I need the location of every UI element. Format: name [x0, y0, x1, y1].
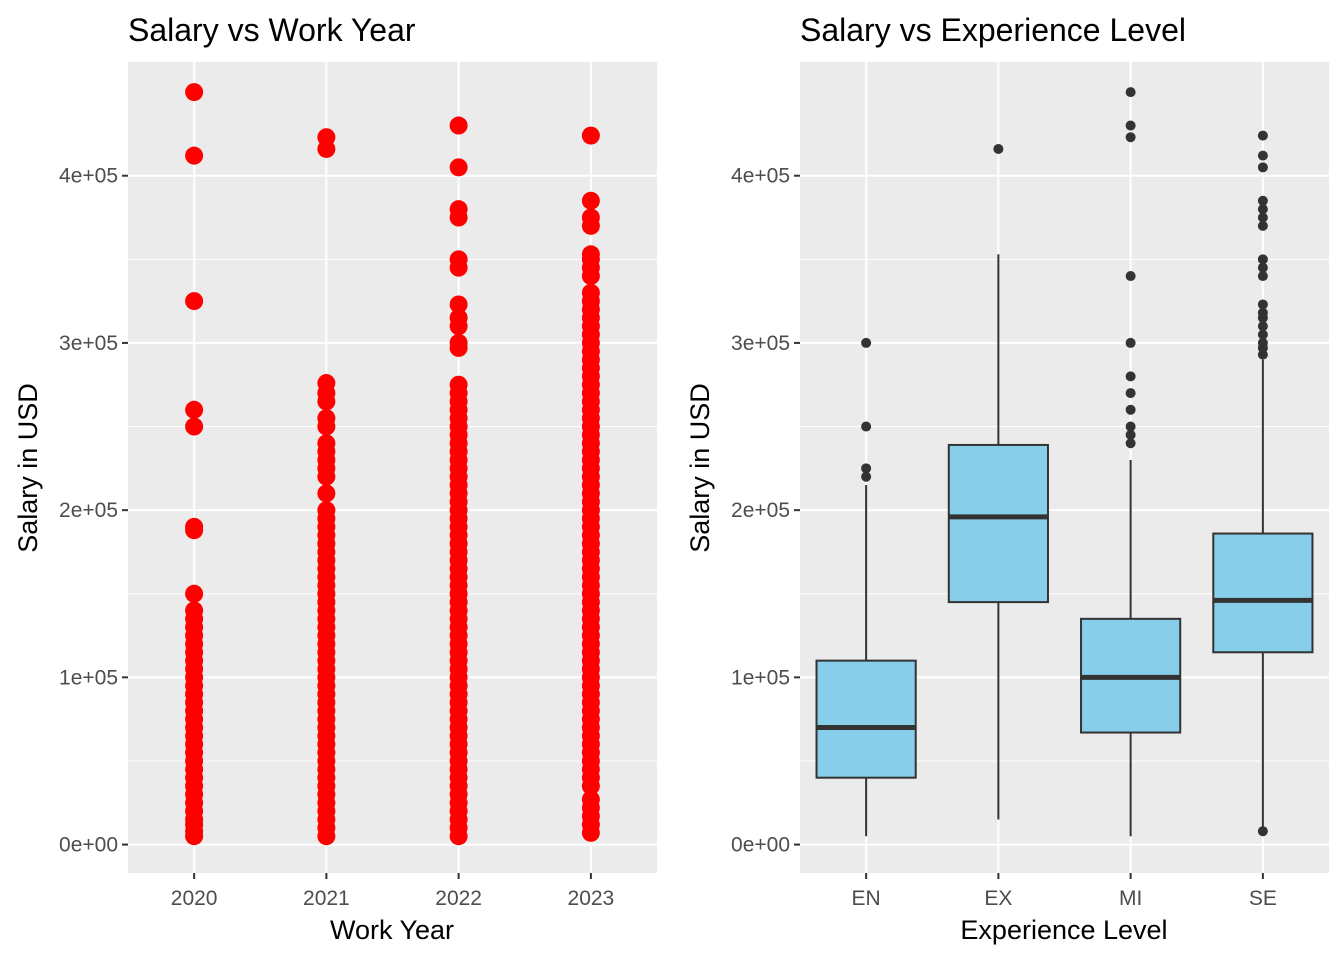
scatter-point	[185, 292, 204, 311]
scatter-point	[581, 126, 600, 145]
outlier-point	[1125, 404, 1136, 415]
scatter-point	[185, 601, 204, 620]
boxplot-y-tick-labels: 0e+00 1e+05 2e+05 3e+05 4e+05	[731, 165, 800, 857]
scatter-point	[581, 191, 600, 210]
outlier-point	[861, 471, 872, 482]
outlier-point	[1257, 130, 1268, 141]
outlier-point	[1257, 271, 1268, 282]
scatter-point	[317, 501, 336, 520]
box-SE	[1212, 532, 1314, 654]
boxplot-boxes	[815, 87, 1314, 837]
outlier-point	[1257, 299, 1268, 310]
scatter-point	[317, 128, 336, 147]
scatter-point	[185, 417, 204, 436]
scatter-point	[317, 434, 336, 453]
scatter-point	[581, 208, 600, 227]
outlier-point	[1257, 254, 1268, 265]
scatter-point	[449, 295, 468, 314]
outlier-point	[1257, 826, 1268, 837]
scatter-point	[449, 375, 468, 394]
scatter-point	[185, 400, 204, 419]
outlier-point	[1125, 87, 1136, 98]
outlier-point	[1125, 429, 1136, 440]
boxplot-panel: Salary vs Experience Level 0e+00 1e+05 2e+…	[685, 12, 1329, 945]
outlier-point	[993, 143, 1004, 154]
scatter-y-tick-labels: 0e+00 1e+05 2e+05 3e+05 4e+05	[59, 165, 128, 857]
scatter-point	[581, 790, 600, 809]
scatter-point	[317, 374, 336, 393]
scatter-plot-background	[128, 62, 657, 873]
scatter-x-tick-label: 2023	[568, 887, 615, 910]
outlier-point	[1257, 150, 1268, 161]
scatter-point	[449, 200, 468, 219]
scatter-point	[317, 409, 336, 428]
scatter-title: Salary vs Work Year	[128, 12, 416, 48]
outlier-point	[1257, 220, 1268, 231]
outlier-point	[1257, 321, 1268, 332]
scatter-point	[185, 83, 204, 102]
scatter-point	[185, 146, 204, 165]
boxplot-x-tick-label: EX	[984, 887, 1012, 910]
outlier-point	[1257, 212, 1268, 223]
outlier-point	[861, 337, 872, 348]
scatter-y-tick-label: 4e+05	[59, 165, 118, 188]
scatter-x-tick-label: 2021	[303, 887, 350, 910]
box-EN	[815, 659, 917, 779]
boxplot-y-tick-label: 4e+05	[731, 165, 790, 188]
scatter-point	[449, 116, 468, 135]
outlier-point	[1257, 262, 1268, 273]
outlier-point	[1125, 132, 1136, 143]
boxplot-x-tick-label: SE	[1249, 887, 1277, 910]
outlier-point	[1257, 307, 1268, 318]
scatter-y-tick-label: 2e+05	[59, 499, 118, 522]
scatter-panel: Salary vs Work Year 0e+00 1e+05 2e+05 3e+05…	[13, 12, 657, 945]
outlier-point	[1125, 337, 1136, 348]
boxplot-x-axis-title: Experience Level	[960, 915, 1167, 945]
scatter-point	[449, 250, 468, 269]
boxplot-x-tick-label: MI	[1119, 887, 1142, 910]
scatter-point	[449, 333, 468, 352]
outlier-point	[1125, 388, 1136, 399]
boxplot-y-axis-title: Salary in USD	[685, 383, 715, 553]
boxplot-x-tick-labels: EN EX MI SE	[852, 873, 1277, 910]
scatter-point	[185, 584, 204, 603]
boxplot-title: Salary vs Experience Level	[800, 12, 1186, 48]
outlier-point	[1125, 371, 1136, 382]
outlier-point	[1257, 204, 1268, 215]
scatter-point	[581, 283, 600, 302]
outlier-point	[1257, 329, 1268, 340]
scatter-x-tick-labels: 2020 2021 2022 2023	[171, 873, 614, 910]
boxplot-y-tick-label: 1e+05	[731, 666, 790, 689]
scatter-point	[449, 158, 468, 177]
outlier-point	[1125, 438, 1136, 449]
outlier-point	[1125, 120, 1136, 131]
scatter-y-tick-label: 1e+05	[59, 666, 118, 689]
scatter-point	[581, 245, 600, 264]
outlier-point	[1125, 271, 1136, 282]
scatter-point	[317, 484, 336, 503]
outlier-point	[861, 421, 872, 432]
outlier-point	[861, 463, 872, 474]
scatter-points	[185, 83, 600, 846]
scatter-point	[185, 517, 204, 536]
outlier-point	[1257, 195, 1268, 206]
scatter-point	[449, 308, 468, 327]
boxplot-y-tick-label: 0e+00	[731, 834, 790, 857]
boxplot-y-tick-label: 3e+05	[731, 332, 790, 355]
scatter-y-tick-label: 3e+05	[59, 332, 118, 355]
box-EX	[947, 443, 1049, 604]
boxplot-y-tick-label: 2e+05	[731, 499, 790, 522]
scatter-x-axis-title: Work Year	[330, 915, 454, 945]
scatter-y-axis-title: Salary in USD	[13, 383, 43, 553]
outlier-point	[1257, 337, 1268, 348]
scatter-x-tick-label: 2020	[171, 887, 218, 910]
outlier-point	[1125, 421, 1136, 432]
scatter-x-tick-label: 2022	[435, 887, 482, 910]
boxplot-x-tick-label: EN	[852, 887, 881, 910]
outlier-point	[1257, 162, 1268, 173]
scatter-y-tick-label: 0e+00	[59, 834, 118, 857]
